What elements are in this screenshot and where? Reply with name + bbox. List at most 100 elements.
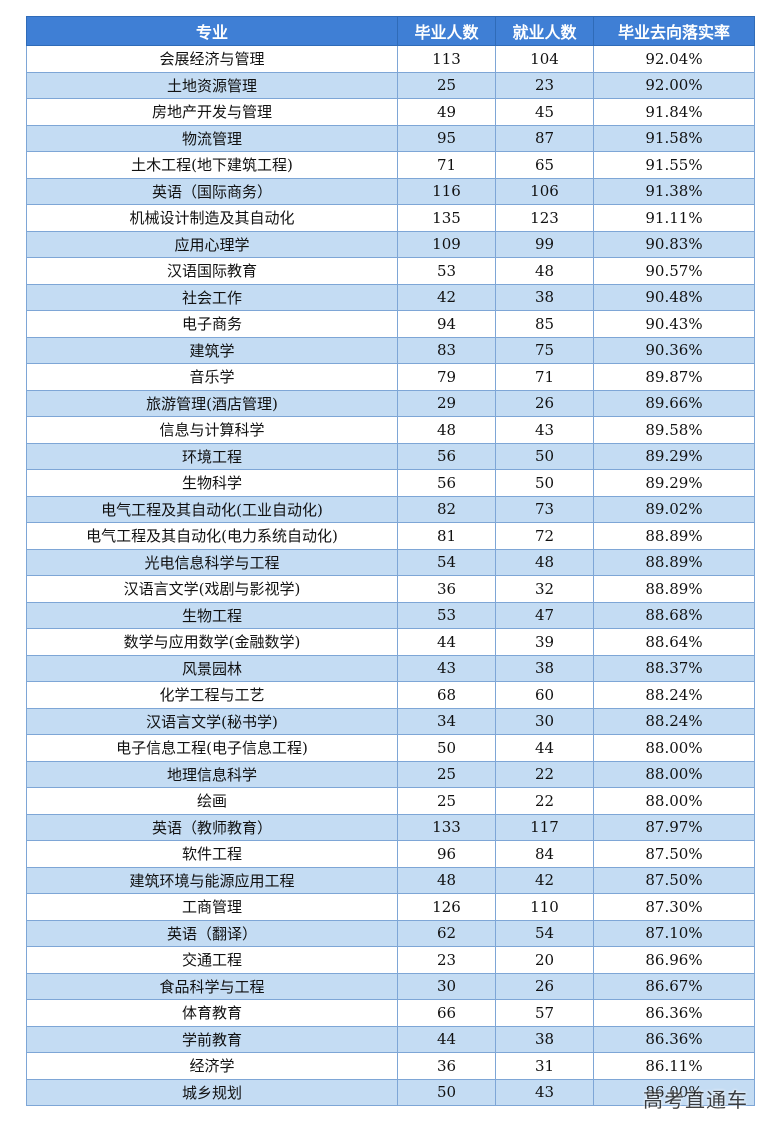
cell-placement-rate: 89.58% — [593, 416, 755, 444]
cell-major: 机械设计制造及其自动化 — [26, 204, 398, 232]
cell-graduates: 126 — [397, 893, 496, 921]
cell-graduates: 95 — [397, 124, 496, 152]
cell-major: 交通工程 — [26, 946, 398, 974]
table-row: 风景园林 43 38 88.37% — [26, 654, 755, 682]
cell-major: 工商管理 — [26, 893, 398, 921]
cell-employed: 123 — [495, 204, 594, 232]
cell-placement-rate: 88.37% — [593, 654, 755, 682]
cell-employed: 26 — [495, 389, 594, 417]
cell-placement-rate: 92.00% — [593, 71, 755, 99]
cell-graduates: 49 — [397, 98, 496, 126]
cell-placement-rate: 86.11% — [593, 1052, 755, 1080]
cell-placement-rate: 87.50% — [593, 840, 755, 868]
table-row: 英语（国际商务） 116 106 91.38% — [26, 177, 755, 205]
cell-placement-rate: 86.00% — [593, 1078, 755, 1106]
table-row: 电气工程及其自动化(工业自动化) 82 73 89.02% — [26, 495, 755, 523]
cell-graduates: 79 — [397, 363, 496, 391]
cell-graduates: 62 — [397, 919, 496, 947]
watermark-logo: 高考直通车 — [643, 1088, 748, 1112]
cell-major: 绘画 — [26, 787, 398, 815]
table-row: 土地资源管理 25 23 92.00% — [26, 71, 755, 99]
cell-major: 地理信息科学 — [26, 760, 398, 788]
cell-placement-rate: 88.64% — [593, 628, 755, 656]
table-row: 学前教育 44 38 86.36% — [26, 1025, 755, 1053]
table-row: 建筑环境与能源应用工程 48 42 87.50% — [26, 866, 755, 894]
cell-employed: 72 — [495, 522, 594, 550]
cell-major: 会展经济与管理 — [26, 45, 398, 73]
table-row: 光电信息科学与工程 54 48 88.89% — [26, 548, 755, 576]
cell-graduates: 53 — [397, 257, 496, 285]
cell-major: 音乐学 — [26, 363, 398, 391]
header-employed: 就业人数 — [495, 16, 594, 46]
cell-major: 数学与应用数学(金融数学) — [26, 628, 398, 656]
cell-graduates: 34 — [397, 707, 496, 735]
cell-placement-rate: 89.87% — [593, 363, 755, 391]
table-row: 物流管理 95 87 91.58% — [26, 124, 755, 152]
cell-placement-rate: 90.36% — [593, 336, 755, 364]
cell-major: 应用心理学 — [26, 230, 398, 258]
cell-major: 体育教育 — [26, 999, 398, 1027]
cell-employed: 60 — [495, 681, 594, 709]
cell-major: 学前教育 — [26, 1025, 398, 1053]
cell-graduates: 42 — [397, 283, 496, 311]
header-placement-rate: 毕业去向落实率 — [593, 16, 755, 46]
cell-placement-rate: 89.02% — [593, 495, 755, 523]
cell-major: 经济学 — [26, 1052, 398, 1080]
cell-placement-rate: 86.67% — [593, 972, 755, 1000]
cell-major: 汉语言文学(戏剧与影视学) — [26, 575, 398, 603]
table-row: 生物工程 53 47 88.68% — [26, 601, 755, 629]
cell-placement-rate: 90.83% — [593, 230, 755, 258]
employment-rate-table-container: 专业 毕业人数 就业人数 毕业去向落实率 会展经济与管理 113 104 92.04%… — [26, 16, 755, 1106]
cell-graduates: 23 — [397, 946, 496, 974]
cell-employed: 43 — [495, 416, 594, 444]
cell-placement-rate: 90.48% — [593, 283, 755, 311]
table-row: 音乐学 79 71 89.87% — [26, 363, 755, 391]
cell-graduates: 36 — [397, 1052, 496, 1080]
cell-graduates: 81 — [397, 522, 496, 550]
table-row: 英语（翻译） 62 54 87.10% — [26, 919, 755, 947]
cell-employed: 50 — [495, 469, 594, 497]
table-row: 城乡规划 50 43 86.00% — [26, 1078, 755, 1106]
cell-graduates: 94 — [397, 310, 496, 338]
table-row: 土木工程(地下建筑工程) 71 65 91.55% — [26, 151, 755, 179]
cell-graduates: 53 — [397, 601, 496, 629]
cell-placement-rate: 91.58% — [593, 124, 755, 152]
cell-employed: 45 — [495, 98, 594, 126]
cell-graduates: 135 — [397, 204, 496, 232]
cell-employed: 104 — [495, 45, 594, 73]
cell-employed: 106 — [495, 177, 594, 205]
cell-graduates: 66 — [397, 999, 496, 1027]
cell-major: 电子信息工程(电子信息工程) — [26, 734, 398, 762]
cell-placement-rate: 87.10% — [593, 919, 755, 947]
cell-major: 生物科学 — [26, 469, 398, 497]
cell-placement-rate: 90.43% — [593, 310, 755, 338]
cell-major: 光电信息科学与工程 — [26, 548, 398, 576]
table-row: 汉语国际教育 53 48 90.57% — [26, 257, 755, 285]
cell-employed: 38 — [495, 283, 594, 311]
cell-major: 信息与计算科学 — [26, 416, 398, 444]
cell-major: 英语（翻译） — [26, 919, 398, 947]
cell-placement-rate: 92.04% — [593, 45, 755, 73]
cell-major: 生物工程 — [26, 601, 398, 629]
cell-major: 环境工程 — [26, 442, 398, 470]
cell-major: 风景园林 — [26, 654, 398, 682]
cell-placement-rate: 91.11% — [593, 204, 755, 232]
table-row: 生物科学 56 50 89.29% — [26, 469, 755, 497]
cell-major: 建筑学 — [26, 336, 398, 364]
cell-major: 英语（国际商务） — [26, 177, 398, 205]
cell-placement-rate: 90.57% — [593, 257, 755, 285]
table-row: 数学与应用数学(金融数学) 44 39 88.64% — [26, 628, 755, 656]
cell-major: 食品科学与工程 — [26, 972, 398, 1000]
cell-major: 城乡规划 — [26, 1078, 398, 1106]
table-row: 房地产开发与管理 49 45 91.84% — [26, 98, 755, 126]
cell-graduates: 25 — [397, 787, 496, 815]
cell-major: 电气工程及其自动化(工业自动化) — [26, 495, 398, 523]
cell-placement-rate: 89.66% — [593, 389, 755, 417]
header-graduates: 毕业人数 — [397, 16, 496, 46]
cell-employed: 87 — [495, 124, 594, 152]
table-row: 电子信息工程(电子信息工程) 50 44 88.00% — [26, 734, 755, 762]
cell-employed: 99 — [495, 230, 594, 258]
cell-employed: 117 — [495, 813, 594, 841]
table-row: 英语（教师教育） 133 117 87.97% — [26, 813, 755, 841]
cell-employed: 22 — [495, 760, 594, 788]
